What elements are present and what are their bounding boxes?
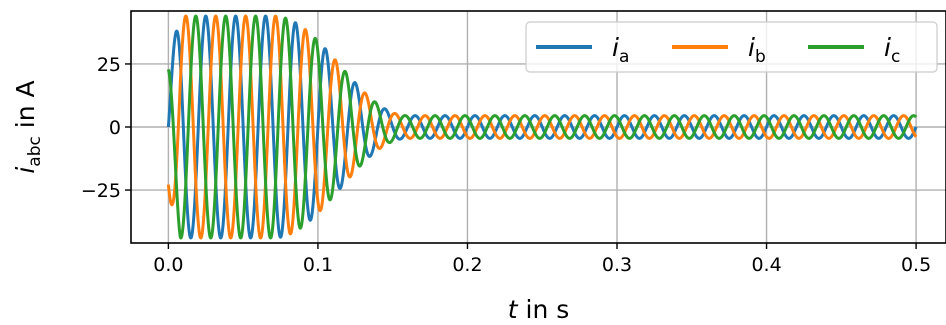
- x-tick-label: 0.5: [901, 254, 931, 276]
- x-tick-label: 0.3: [602, 254, 632, 276]
- legend-label-c: ic: [884, 33, 900, 67]
- y-tick-label: 0: [109, 117, 121, 139]
- x-axis-label: t in s: [508, 295, 570, 324]
- series-lines: [166, 14, 918, 240]
- y-tick-label: −25: [81, 180, 121, 202]
- x-tick-label: 0.0: [153, 254, 183, 276]
- legend-label-a: ia: [612, 33, 629, 67]
- y-tick-label: 25: [97, 54, 121, 76]
- axis-ticks: 0.0 0.1 0.2 0.3 0.4 0.5 25 0 −25: [81, 54, 931, 276]
- y-axis-label: iabc in A: [11, 80, 45, 173]
- legend-label-b: ib: [748, 33, 766, 67]
- x-tick-label: 0.1: [303, 254, 333, 276]
- series-line-b: [166, 14, 918, 240]
- series-line-c: [166, 14, 918, 240]
- legend: ia ib ic: [525, 21, 938, 73]
- x-tick-label: 0.2: [452, 254, 482, 276]
- legend-box: [525, 21, 938, 73]
- series-line-a: [166, 14, 918, 240]
- x-tick-label: 0.4: [751, 254, 781, 276]
